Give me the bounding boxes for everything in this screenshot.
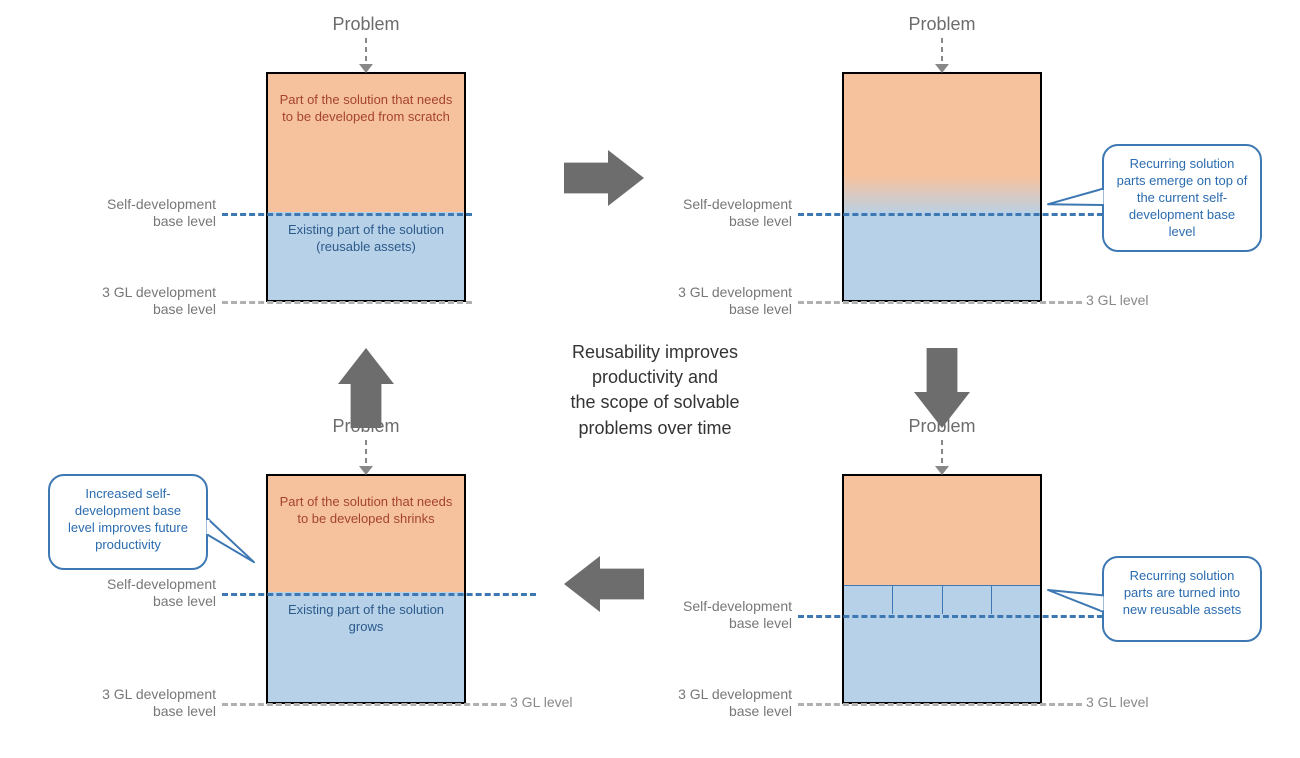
3gl-short-label: 3 GL level [510,694,573,710]
module-cell [992,586,1040,614]
callout-tail-icon [206,515,266,574]
callout-text: Recurring solution parts emerge on top o… [1114,156,1250,240]
module-cell [893,586,942,614]
solution-panel [842,474,1042,704]
module-cell [943,586,992,614]
3gl-dev-label: 3 GL developmentbase level [66,284,216,318]
3gl-dev-label: 3 GL developmentbase level [66,686,216,720]
panel-top-text: Part of the solution that needs to be de… [268,74,464,132]
callout-bubble: Recurring solution parts are turned into… [1102,556,1262,642]
3gl-short-label: 3 GL level [1086,694,1149,710]
3gl-short-label: 3 GL level [1086,292,1149,308]
self-dev-level-line [222,213,472,216]
problem-arrow-icon [357,440,375,477]
flow-arrow-left-icon [564,556,644,612]
flow-arrow-down-icon [914,348,970,428]
panel-reusable-part [844,212,1040,300]
self-dev-label: Self-developmentbase level [642,598,792,632]
center-caption: Reusability improvesproductivity andthe … [510,340,800,441]
callout-bubble: Recurring solution parts emerge on top o… [1102,144,1262,252]
flow-arrow-up-icon [338,348,394,428]
panel-new-part [844,74,1040,216]
panel-bottom-text: Existing part of the solution grows [268,592,464,642]
solution-panel: Part of the solution that needs to be de… [266,474,466,704]
3gl-level-line [222,703,506,706]
callout-tail-icon [1046,578,1114,615]
solution-panel: Part of the solution that needs to be de… [266,72,466,302]
panel-new-part: Part of the solution that needs to be de… [268,476,464,596]
problem-arrow-icon [933,38,951,75]
panel-new-part: Part of the solution that needs to be de… [268,74,464,216]
solution-panel [842,72,1042,302]
panel-reusable-part [844,614,1040,702]
callout-bubble: Increased self-development base level im… [48,474,208,570]
3gl-dev-label: 3 GL developmentbase level [642,284,792,318]
problem-arrow-icon [933,440,951,477]
3gl-level-line [798,703,1082,706]
panel-top-text: Part of the solution that needs to be de… [268,476,464,534]
problem-arrow-icon [357,38,375,75]
3gl-dev-label: 3 GL developmentbase level [642,686,792,720]
self-dev-level-line [222,593,536,596]
panel-bottom-text: Existing part of the solution (reusable … [268,212,464,262]
module-row [844,585,1040,614]
panel-reusable-part: Existing part of the solution grows [268,592,464,702]
self-dev-label: Self-developmentbase level [642,196,792,230]
callout-tail-icon [1046,185,1114,216]
self-dev-label: Self-developmentbase level [66,196,216,230]
3gl-level-line [222,301,472,304]
3gl-level-line [798,301,1082,304]
problem-label: Problem [892,14,992,35]
self-dev-label: Self-developmentbase level [66,576,216,610]
panel-reusable-part: Existing part of the solution (reusable … [268,212,464,300]
self-dev-level-line [798,615,1112,618]
callout-text: Recurring solution parts are turned into… [1114,568,1250,619]
problem-label: Problem [316,14,416,35]
module-cell [844,586,893,614]
flow-arrow-right-icon [564,150,644,206]
callout-text: Increased self-development base level im… [60,486,196,554]
